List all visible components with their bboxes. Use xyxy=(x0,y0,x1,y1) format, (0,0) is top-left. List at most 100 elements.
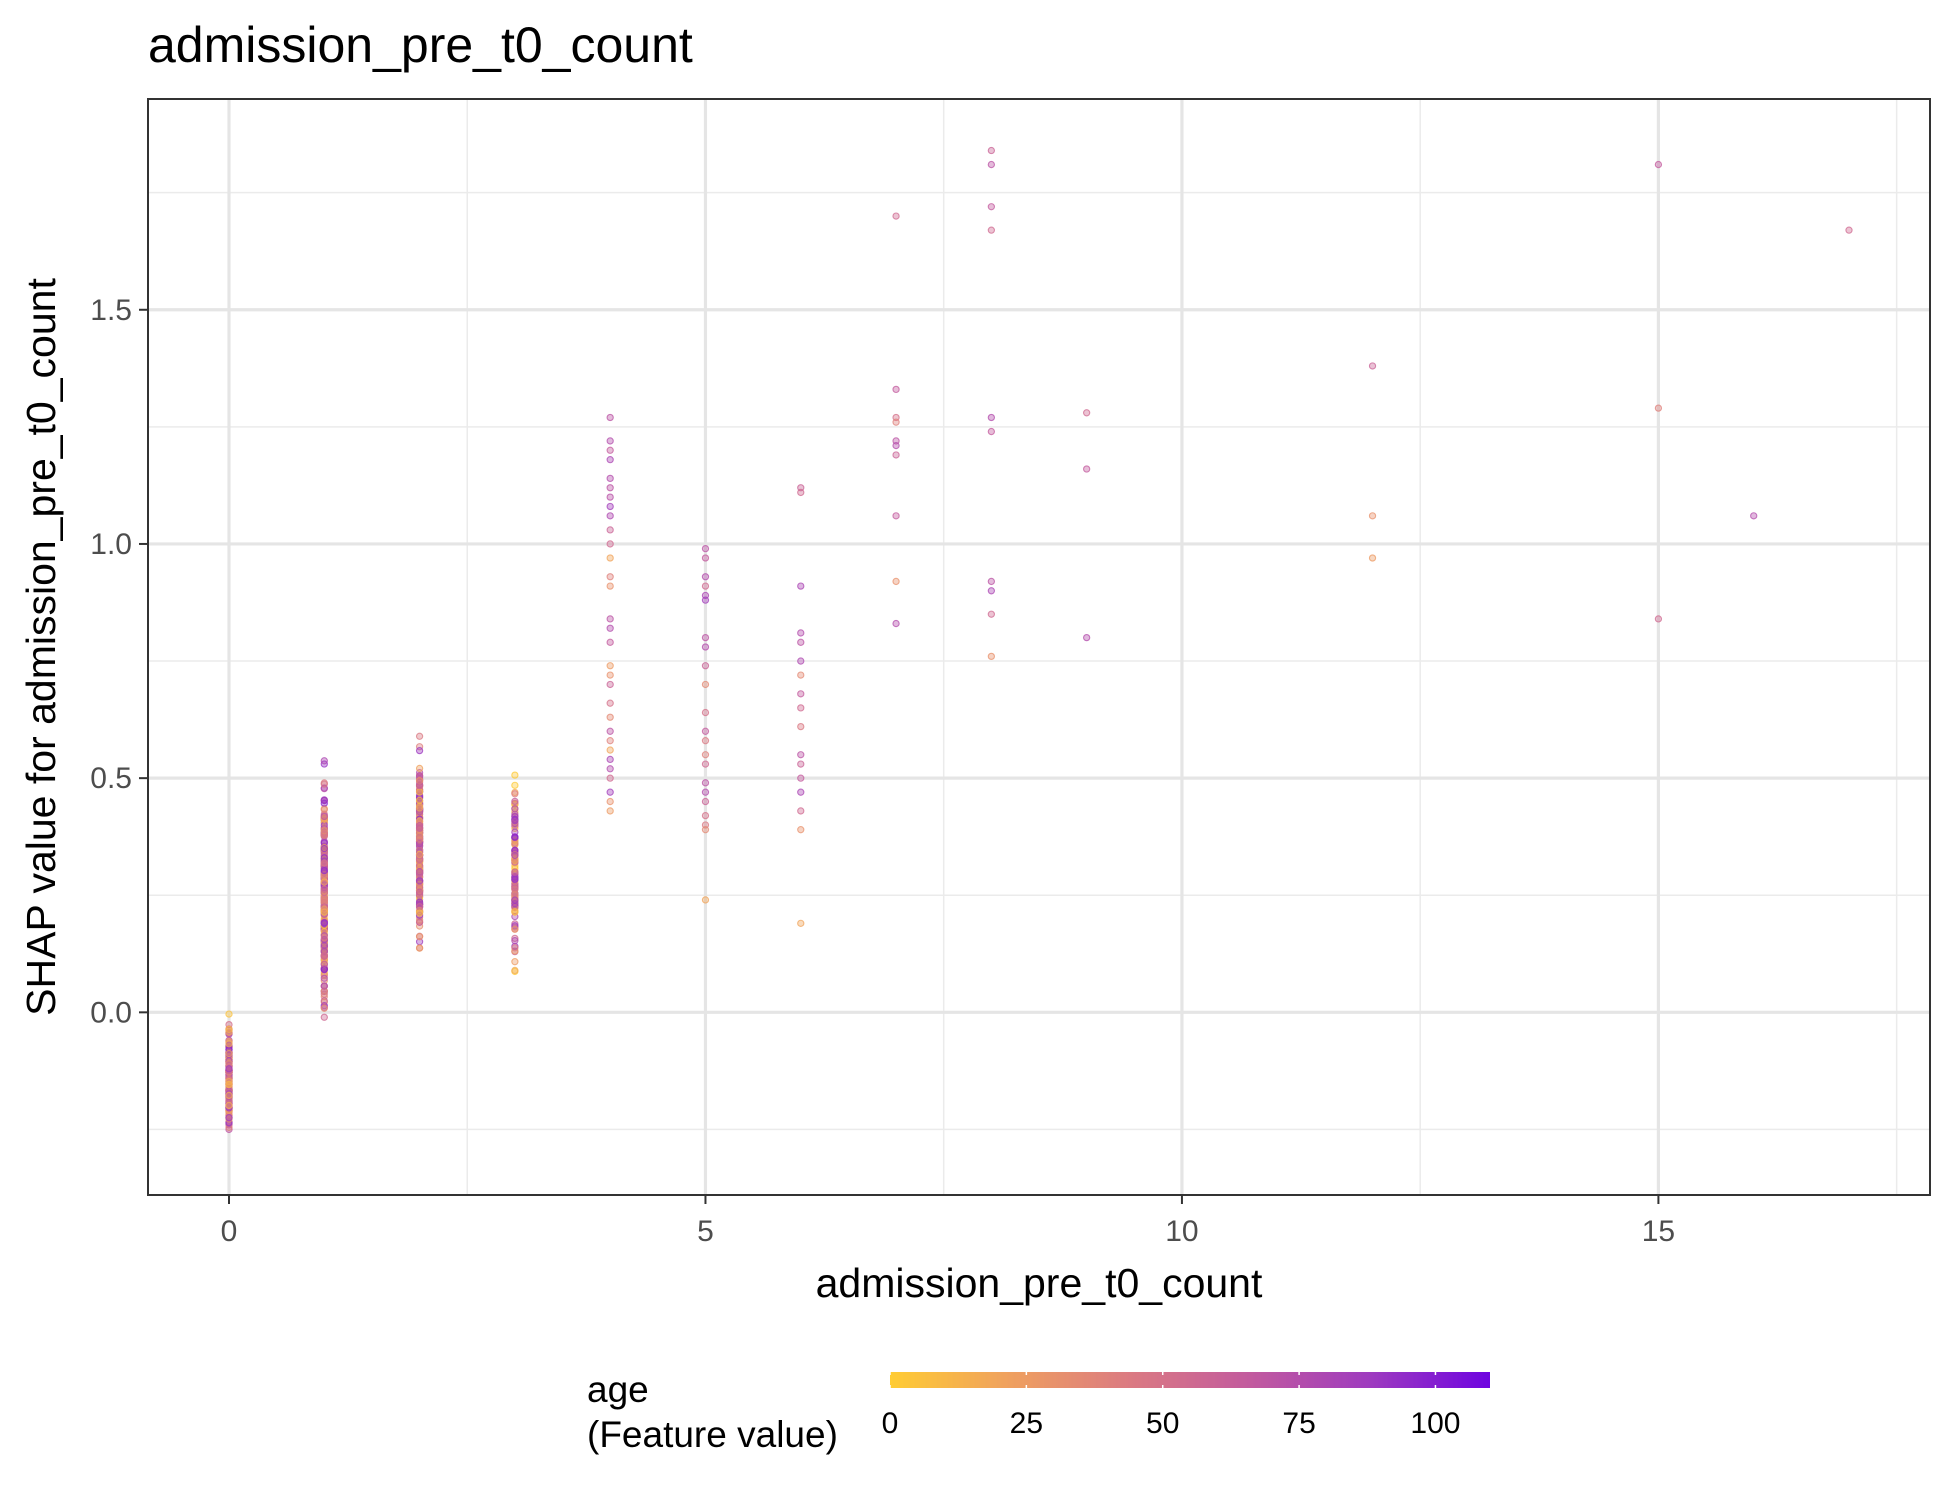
x-tick-label: 0 xyxy=(221,1215,238,1248)
scatter-point xyxy=(1368,362,1377,370)
scatter-point xyxy=(606,437,614,445)
scatter-point xyxy=(606,755,614,764)
scatter-point xyxy=(606,765,614,773)
scatter-point xyxy=(606,671,614,679)
scatter-point xyxy=(606,455,614,464)
scatter-point xyxy=(320,960,328,968)
scatter-point xyxy=(225,1065,233,1073)
scatter-point xyxy=(415,903,424,911)
scatter-point xyxy=(415,746,424,755)
scatter-point xyxy=(415,909,424,917)
scatter-point xyxy=(701,680,710,689)
scatter-point xyxy=(511,833,519,842)
scatter-point xyxy=(797,704,805,712)
scatter-point xyxy=(701,797,710,806)
scatter-point xyxy=(606,502,614,511)
scatter-point xyxy=(606,727,614,735)
scatter-point xyxy=(320,966,328,974)
scatter-point xyxy=(320,1013,328,1021)
scatter-point xyxy=(225,1077,233,1086)
scatter-point xyxy=(797,629,805,637)
scatter-point xyxy=(415,782,424,790)
scatter-point xyxy=(415,888,424,896)
scatter-point xyxy=(797,657,805,665)
scatter-point xyxy=(892,512,900,520)
scatter-point xyxy=(987,226,996,234)
scatter-point xyxy=(511,771,519,779)
scatter-point xyxy=(415,911,424,919)
scatter-point xyxy=(320,919,328,928)
scatter-point xyxy=(320,878,328,886)
scatter-point xyxy=(1082,409,1091,417)
scatter-point xyxy=(701,643,710,651)
legend-title-line-2: (Feature value) xyxy=(587,1414,838,1455)
scatter-point xyxy=(415,916,424,924)
scatter-point xyxy=(987,427,996,436)
scatter-point xyxy=(1845,226,1853,234)
axis-ticks: 0 5 10 15 0.0 0.5 1.0 1.5 xyxy=(90,294,1675,1248)
legend-tick-label: 75 xyxy=(1282,1407,1315,1440)
legend-tick-label: 100 xyxy=(1410,1407,1460,1440)
scatter-point xyxy=(511,896,519,904)
scatter-point xyxy=(320,932,328,940)
scatter-point xyxy=(415,804,424,812)
scatter-point xyxy=(320,997,328,1005)
scatter-point xyxy=(797,751,805,759)
scatter-point xyxy=(511,875,519,883)
x-tick-label: 10 xyxy=(1165,1215,1198,1248)
scatter-point xyxy=(701,633,710,642)
scatter-point xyxy=(606,582,614,590)
scatter-point xyxy=(415,823,424,831)
scatter-point xyxy=(225,1040,233,1048)
x-tick-label: 5 xyxy=(697,1215,714,1248)
scatter-point xyxy=(320,796,328,804)
legend-title-line-1: age xyxy=(587,1369,649,1410)
scatter-point xyxy=(987,577,996,586)
scatter-point xyxy=(415,944,424,952)
scatter-point xyxy=(1082,465,1091,473)
scatter-point xyxy=(320,780,328,788)
scatter-point xyxy=(511,944,519,952)
scatter-point xyxy=(987,587,996,595)
scatter-point xyxy=(320,812,328,821)
scatter-point xyxy=(797,826,805,834)
legend-tick-label: 25 xyxy=(1010,1407,1043,1440)
scatter-point xyxy=(797,671,805,679)
scatter-point xyxy=(701,582,710,590)
scatter-point xyxy=(320,859,328,867)
scatter-point xyxy=(320,934,328,942)
scatter-point xyxy=(892,441,900,450)
scatter-point xyxy=(225,1091,233,1100)
scatter-point xyxy=(320,903,328,911)
scatter-point xyxy=(606,624,614,632)
scatter-point xyxy=(415,877,424,885)
scatter-point xyxy=(701,554,710,562)
scatter-point xyxy=(797,488,805,497)
scatter-point xyxy=(606,493,614,501)
scatter-point xyxy=(320,1004,328,1012)
scatter-point xyxy=(606,746,614,754)
legend-colorbar xyxy=(890,1372,1490,1388)
scatter-point xyxy=(1368,512,1377,520)
scatter-point xyxy=(606,699,614,707)
scatter-point xyxy=(511,966,519,975)
scatter-point xyxy=(701,727,710,735)
legend-ticks: 0 25 50 75 100 xyxy=(882,1372,1460,1440)
y-tick-label: 0.5 xyxy=(90,762,132,795)
scatter-point xyxy=(415,835,424,843)
scatter-point xyxy=(606,797,614,806)
scatter-point xyxy=(511,934,519,943)
scatter-point xyxy=(225,1028,233,1036)
scatter-point xyxy=(606,540,614,548)
scatter-point xyxy=(320,976,328,985)
scatter-point xyxy=(892,385,900,394)
y-tick-label: 1.0 xyxy=(90,528,132,561)
scatter-point xyxy=(415,869,424,877)
scatter-point xyxy=(511,797,519,806)
scatter-point xyxy=(320,888,328,897)
scatter-point xyxy=(892,619,900,628)
scatter-point xyxy=(987,146,996,155)
scatter-point xyxy=(701,788,710,796)
scatter-point xyxy=(511,925,519,933)
